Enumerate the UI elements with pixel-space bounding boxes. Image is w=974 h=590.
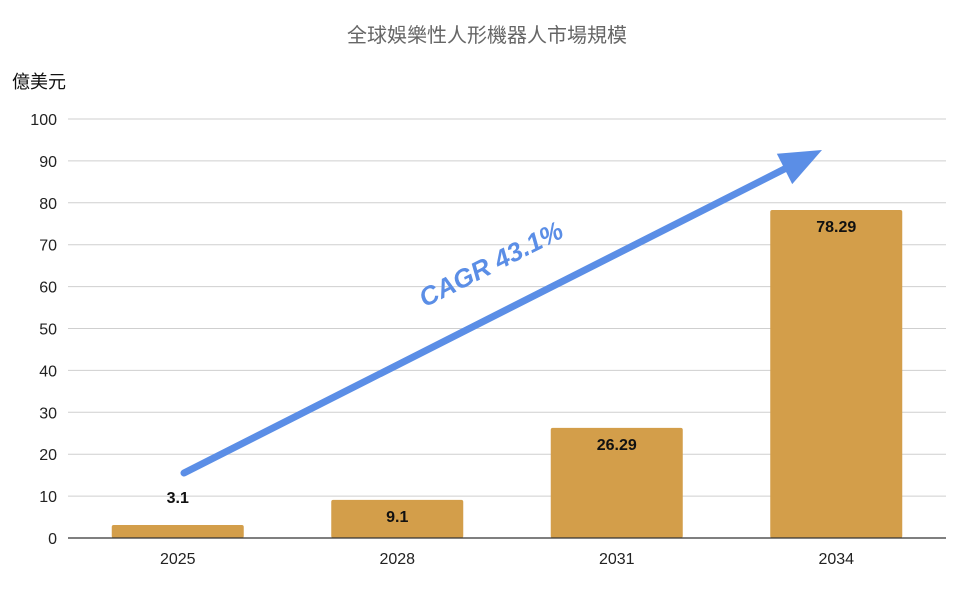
- x-tick-label: 2028: [379, 551, 415, 568]
- x-tick-labels: 2025 2028 2031 2034: [160, 551, 854, 568]
- bars: [111, 209, 903, 538]
- chart-title: 全球娛樂性人形機器人市場規模: [347, 24, 627, 47]
- bar: [331, 499, 464, 538]
- y-tick-label: 70: [39, 238, 57, 255]
- y-tick-label: 90: [39, 154, 57, 171]
- y-tick-label: 20: [39, 447, 57, 464]
- growth-arrow: [180, 163, 792, 477]
- x-tick-label: 2031: [599, 551, 635, 568]
- x-tick-label: 2034: [818, 551, 854, 568]
- y-tick-label: 100: [30, 112, 57, 129]
- y-axis-label: 億美元: [12, 72, 66, 92]
- cagr-label: CAGR 43.1%: [414, 215, 568, 313]
- y-tick-label: 60: [39, 280, 57, 297]
- bar: [550, 427, 683, 538]
- growth-arrow-head: [776, 150, 822, 185]
- bar: [770, 209, 903, 538]
- y-tick-label: 10: [39, 489, 57, 506]
- bar: [111, 525, 244, 538]
- x-tick-label: 2025: [160, 551, 196, 568]
- data-label: 78.29: [816, 219, 856, 236]
- cagr-annotation: CAGR 43.1%: [180, 150, 822, 477]
- data-labels: 3.1 9.1 26.29 78.29: [167, 219, 857, 526]
- y-tick-label: 30: [39, 405, 57, 422]
- y-tick-label: 50: [39, 322, 57, 339]
- data-label: 9.1: [386, 509, 408, 526]
- y-tick-label: 0: [48, 531, 57, 548]
- data-label: 3.1: [167, 490, 189, 507]
- y-tick-labels: 0 10 20 30 40 50 60 70 80 90 100: [30, 112, 57, 548]
- y-tick-label: 80: [39, 196, 57, 213]
- y-tick-label: 40: [39, 363, 57, 380]
- data-label: 26.29: [597, 437, 637, 454]
